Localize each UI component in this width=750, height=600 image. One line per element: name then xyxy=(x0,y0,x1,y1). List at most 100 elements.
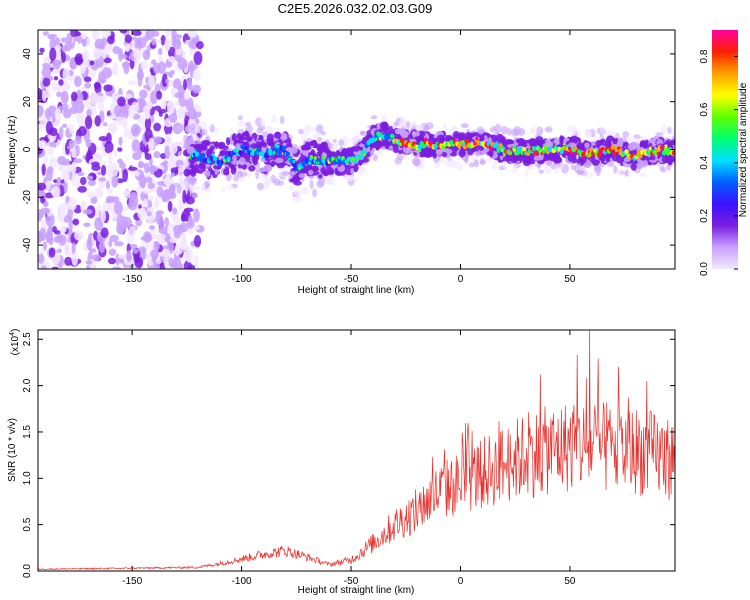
spectrogram-cell xyxy=(329,151,335,156)
spectrogram-cell xyxy=(174,92,184,99)
spectrogram-cell xyxy=(170,87,178,93)
spectrogram-cell xyxy=(415,135,421,142)
spectrogram-cell xyxy=(123,60,130,75)
spectrogram-cell xyxy=(231,160,240,165)
spectrogram-cell xyxy=(50,186,61,198)
spectrogram-cell xyxy=(98,177,107,182)
snr-x-tick-label: -150 xyxy=(122,576,142,587)
spectrogram-cell xyxy=(136,185,142,197)
spectrogram-cell xyxy=(186,146,195,155)
spectrogram-cell xyxy=(638,153,643,159)
spectrogram-cell xyxy=(667,126,672,134)
spectrogram-cell xyxy=(201,139,211,145)
spectrogram-cell xyxy=(276,180,285,186)
spectrogram-cell xyxy=(134,256,144,268)
spectrogram-cell xyxy=(350,167,355,174)
spectrogram-cell xyxy=(573,146,577,151)
spectrogram-cell xyxy=(72,219,80,226)
spectrogram-cell xyxy=(470,153,476,161)
spectrogram-cell xyxy=(238,149,243,156)
spectrogram-cell xyxy=(46,147,55,156)
spectrogram-cell xyxy=(38,253,45,264)
spectrogram-cell xyxy=(599,138,606,144)
spectrogram-cell xyxy=(90,196,98,205)
spectrogram-cell xyxy=(439,156,445,165)
spectrogram-cell xyxy=(388,125,393,131)
spectrogram-cell xyxy=(60,51,66,63)
spectrogram-cell xyxy=(74,229,84,241)
spectrogram-cell xyxy=(51,266,59,269)
spectrogram-cell xyxy=(154,136,162,144)
spectrogram-cell xyxy=(108,240,113,248)
spectrogram-cell xyxy=(48,247,56,258)
spectrogram-cell xyxy=(172,207,178,215)
spectrogram-cell xyxy=(165,133,172,146)
spectrogram-cell xyxy=(308,151,317,157)
spectrogram-cell xyxy=(62,182,68,187)
spectrogram-cell xyxy=(312,188,317,198)
spectrogram-cell xyxy=(45,121,53,135)
spectrogram-cell xyxy=(424,137,428,141)
spectrogram-cell xyxy=(435,149,443,156)
spectrogram-cell xyxy=(91,30,100,41)
spectrogram-cell xyxy=(52,59,63,66)
snr-multiplier-label: (x104) xyxy=(9,329,21,356)
spectrogram-x-axis-label: Height of straight line (km) xyxy=(298,285,415,296)
spectrogram-cell xyxy=(75,175,81,188)
spectrogram-cell xyxy=(137,207,147,220)
spectrogram-cell xyxy=(199,162,206,169)
spectrogram-cell xyxy=(100,209,106,223)
spectrogram-cell xyxy=(125,250,132,263)
spectrogram-cell xyxy=(148,137,155,152)
spectrogram-cell xyxy=(186,125,191,130)
snr-y-tick-label: 1.5 xyxy=(22,425,33,439)
spectrogram-cell xyxy=(570,164,576,170)
spectrogram-cell xyxy=(491,161,499,170)
spectrogram-cell xyxy=(128,225,136,238)
spectrogram-cell xyxy=(122,216,132,228)
spectrogram-cell xyxy=(617,156,624,162)
spectrogram-cell xyxy=(144,153,152,161)
spectrogram-cell xyxy=(307,169,314,176)
spectrogram-cell xyxy=(40,265,48,269)
spectrogram-cell xyxy=(309,155,313,159)
spectrogram-cell xyxy=(107,122,116,134)
spectrogram-x-tick-label: -150 xyxy=(122,274,142,285)
spectrogram-cell xyxy=(569,125,577,136)
spectrogram-cell xyxy=(583,148,587,153)
spectrogram-cell xyxy=(62,108,72,119)
spectrogram-cell xyxy=(231,134,237,141)
spectrogram-cell xyxy=(85,265,91,269)
spectrogram-cell xyxy=(118,136,123,146)
spectrogram-cell xyxy=(599,151,603,155)
spectrogram-cell xyxy=(626,135,633,143)
spectrogram-cell xyxy=(209,145,215,151)
spectrogram-y-tick-label: 40 xyxy=(22,48,33,60)
spectrogram-cell xyxy=(244,132,250,137)
spectrogram-cell xyxy=(584,142,590,149)
spectrogram-cell xyxy=(285,151,290,157)
spectrogram-cell xyxy=(165,78,170,84)
spectrogram-cell xyxy=(473,159,479,168)
spectrogram-cell xyxy=(352,145,360,152)
spectrogram-cell xyxy=(155,39,162,44)
spectrogram-cell xyxy=(117,254,126,259)
spectrogram-cell xyxy=(195,40,204,50)
spectrogram-cell xyxy=(661,124,668,134)
spectrogram-cell xyxy=(180,180,189,188)
spectrogram-cell xyxy=(70,91,78,102)
spectrogram-cell xyxy=(165,30,172,38)
spectrogram-cell xyxy=(89,60,95,66)
spectrogram-cell xyxy=(530,126,538,135)
spectrogram-cell xyxy=(83,222,91,227)
spectrogram-cell xyxy=(204,170,211,177)
spectrogram-cell xyxy=(232,167,237,172)
spectrogram-cell xyxy=(40,207,50,215)
spectrogram-cell xyxy=(559,135,564,143)
spectrogram-cell xyxy=(189,128,195,135)
spectrogram-cell xyxy=(85,38,91,47)
spectrogram-cell xyxy=(56,91,63,98)
spectrogram-cell xyxy=(270,160,276,167)
spectrogram-cell xyxy=(264,176,271,187)
spectrogram-y-axis-label: Frequency (Hz) xyxy=(7,116,18,185)
